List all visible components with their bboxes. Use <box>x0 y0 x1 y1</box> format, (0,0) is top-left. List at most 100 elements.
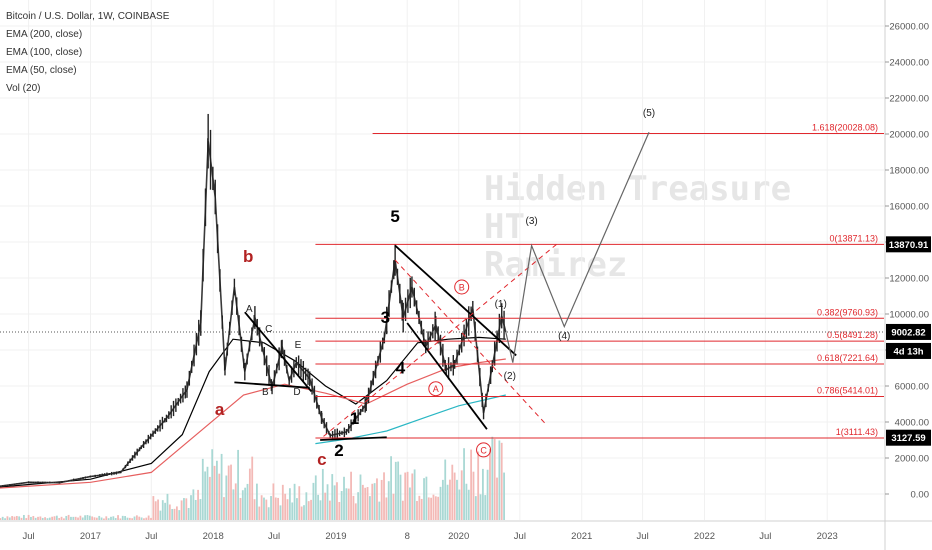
watermark-line: Hidden Treasure <box>484 169 792 209</box>
volume-bar <box>117 515 119 520</box>
volume-bar <box>206 466 209 520</box>
volume-bar <box>67 514 70 520</box>
y-tick-label: 6000.00 <box>895 382 929 393</box>
volume-bar <box>406 471 409 520</box>
volume-bar <box>274 497 277 520</box>
volume-bar <box>288 488 291 520</box>
volume-bar <box>185 498 188 520</box>
volume-bar <box>124 516 127 520</box>
volume-bar <box>444 459 447 520</box>
x-tick-label: 8 <box>405 531 410 542</box>
price-label-box <box>886 342 931 359</box>
volume-bar <box>168 504 171 520</box>
volume-bar <box>93 517 96 520</box>
indicator-ema200[interactable]: EMA (200, close) <box>6 29 83 40</box>
volume-bar <box>446 484 449 520</box>
volume-bar <box>77 517 79 520</box>
volume-bar <box>79 515 82 520</box>
volume-bar <box>291 502 294 520</box>
volume-bar <box>350 471 352 520</box>
volume-bar <box>8 517 11 520</box>
volume-bar <box>72 516 75 520</box>
volume-bar <box>361 484 364 520</box>
indicator-volume[interactable]: Vol (20) <box>6 83 41 94</box>
fib-level-label: 0(13871.13) <box>829 233 878 243</box>
volume-bar <box>465 483 468 520</box>
volume-bar <box>338 502 341 520</box>
y-tick-label: 0.00 <box>911 490 930 501</box>
volume-bar <box>230 464 232 520</box>
volume-bar <box>449 479 451 520</box>
volume-bar <box>425 476 428 520</box>
volume-bar <box>390 456 392 520</box>
volume-bars <box>0 436 505 520</box>
wave-label-circle <box>428 381 444 397</box>
volume-bar <box>260 495 263 520</box>
volume-bar <box>371 483 374 520</box>
volume-bar <box>439 486 442 520</box>
volume-bar <box>366 487 369 520</box>
volume-bar <box>277 497 280 520</box>
x-tick-label: Jul <box>637 531 649 542</box>
symbol-title[interactable]: Bitcoin / U.S. Dollar, 1W, COINBASE <box>6 11 170 22</box>
volume-bar <box>145 517 148 520</box>
wave-label-minor: (1) <box>495 299 507 310</box>
price-label-text: 9002.82 <box>891 327 925 338</box>
y-tick-label: 20000.00 <box>889 130 929 141</box>
volume-bar <box>467 489 470 520</box>
projection-path <box>505 131 650 363</box>
volume-bar <box>161 500 164 520</box>
volume-bar <box>500 442 503 520</box>
volume-bar <box>48 517 51 520</box>
volume-bar <box>239 497 242 520</box>
volume-bar <box>263 497 265 520</box>
volume-bar <box>39 516 42 520</box>
volume-bar <box>392 493 395 520</box>
volume-bar <box>107 518 110 520</box>
volume-bar <box>477 451 480 520</box>
volume-bar <box>279 505 282 520</box>
wave-label-minor: (2) <box>504 371 516 382</box>
y-tick-label: 22000.00 <box>889 94 929 105</box>
volume-bar <box>110 516 112 520</box>
volume-bar <box>126 517 129 520</box>
volume-bar <box>420 498 423 520</box>
wave-label-minor: (3) <box>526 216 538 227</box>
volume-bar <box>91 516 94 520</box>
volume-bar <box>199 499 202 520</box>
volume-bar <box>37 516 39 520</box>
indicator-ema100[interactable]: EMA (100, close) <box>6 47 83 58</box>
wave-label-minor: B <box>262 387 269 398</box>
volume-bar <box>286 499 289 520</box>
volume-bar <box>385 497 388 520</box>
volume-bar <box>41 517 44 520</box>
volume-bar <box>65 515 68 520</box>
volume-bar <box>470 449 473 520</box>
volume-bar <box>225 475 228 520</box>
x-tick-label: 2019 <box>325 531 346 542</box>
volume-bar <box>364 487 367 520</box>
volume-bar <box>479 494 482 520</box>
volume-bar <box>30 516 32 520</box>
wave-label-minor: A <box>246 304 253 315</box>
y-tick-label: 2000.00 <box>895 454 929 465</box>
channel-dashed-line <box>323 243 558 437</box>
volume-bar <box>15 515 18 520</box>
volume-bar <box>190 495 192 520</box>
indicator-ema50[interactable]: EMA (50, close) <box>6 65 77 76</box>
volume-bar <box>74 516 77 520</box>
volume-bar <box>154 501 157 520</box>
x-tick-label: Jul <box>145 531 157 542</box>
wave-label-major: 5 <box>390 207 399 226</box>
volume-bar <box>251 456 254 520</box>
volume-bar <box>194 499 197 520</box>
wave-label-minor: D <box>293 387 300 398</box>
volume-bar <box>373 483 376 520</box>
volume-bar <box>208 476 211 520</box>
wave-label-major: 4 <box>396 358 406 377</box>
volume-bar <box>119 518 122 520</box>
volume-bar <box>345 488 348 520</box>
volume-bar <box>6 516 9 520</box>
